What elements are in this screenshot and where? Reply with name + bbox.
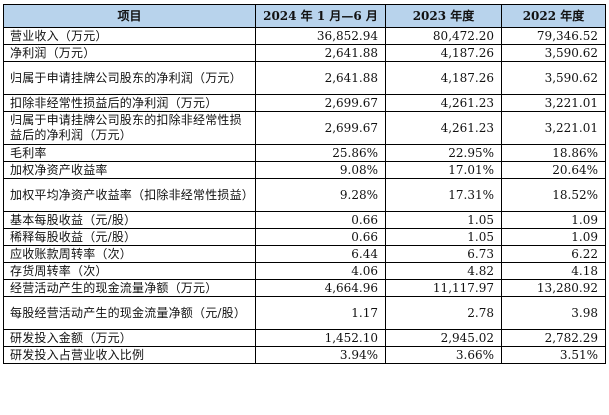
value-2024h1: 2,699.67: [255, 94, 386, 112]
value-2023: 4,187.26: [385, 44, 502, 62]
table-header: 项目 2024 年 1 月—6 月 2023 年度 2022 年度: [3, 4, 606, 28]
table-row: 研发投入占营业收入比例 3.94% 3.66% 3.51%: [3, 346, 606, 364]
value-2024h1: 9.28%: [255, 178, 386, 212]
row-label: 每股经营活动产生的现金流量净额（元/股）: [3, 296, 256, 330]
value-2022: 3.98: [501, 296, 606, 330]
financial-indicators-table-container: 项目 2024 年 1 月—6 月 2023 年度 2022 年度 营业收入（万…: [3, 4, 606, 364]
value-2024h1: 1,452.10: [255, 329, 386, 347]
row-label: 研发投入金额（万元）: [3, 329, 256, 347]
table-row: 营业收入（万元） 36,852.94 80,472.20 79,346.52: [3, 27, 606, 45]
value-2023: 80,472.20: [385, 27, 502, 45]
value-2022: 18.86%: [501, 144, 606, 162]
financial-indicators-table: 项目 2024 年 1 月—6 月 2023 年度 2022 年度 营业收入（万…: [3, 4, 606, 364]
value-2024h1: 2,641.88: [255, 61, 386, 95]
table-row: 存货周转率（次） 4.06 4.82 4.18: [3, 262, 606, 280]
table-row: 毛利率 25.86% 22.95% 18.86%: [3, 144, 606, 162]
value-2023: 17.01%: [385, 161, 502, 179]
row-label: 营业收入（万元）: [3, 27, 256, 45]
value-2023: 11,117.97: [385, 279, 502, 297]
value-2023: 4,187.26: [385, 61, 502, 95]
table-row: 经营活动产生的现金流量净额（万元） 4,664.96 11,117.97 13,280…: [3, 279, 606, 297]
header-row: 项目 2024 年 1 月—6 月 2023 年度 2022 年度: [3, 4, 606, 28]
value-2024h1: 1.17: [255, 296, 386, 330]
table-row: 加权净资产收益率 9.08% 17.01% 20.64%: [3, 161, 606, 179]
value-2024h1: 4.06: [255, 262, 386, 280]
table-row: 稀释每股收益（元/股） 0.66 1.05 1.09: [3, 228, 606, 246]
value-2022: 4.18: [501, 262, 606, 280]
value-2024h1: 6.44: [255, 245, 386, 263]
value-2023: 4.82: [385, 262, 502, 280]
table-row: 研发投入金额（万元） 1,452.10 2,945.02 2,782.29: [3, 329, 606, 347]
row-label: 归属于申请挂牌公司股东的净利润（万元）: [3, 61, 256, 95]
table-row: 每股经营活动产生的现金流量净额（元/股） 1.17 2.78 3.98: [3, 296, 606, 330]
table-row: 应收账款周转率（次） 6.44 6.73 6.22: [3, 245, 606, 263]
row-label: 加权平均净资产收益率（扣除非经常性损益）: [3, 178, 256, 212]
value-2022: 3,221.01: [501, 94, 606, 112]
value-2023: 1.05: [385, 228, 502, 246]
header-period-2022: 2022 年度: [501, 4, 606, 28]
value-2022: 79,346.52: [501, 27, 606, 45]
value-2023: 1.05: [385, 211, 502, 229]
value-2022: 3.51%: [501, 346, 606, 364]
value-2022: 20.64%: [501, 161, 606, 179]
value-2023: 4,261.23: [385, 111, 502, 145]
row-label: 加权净资产收益率: [3, 161, 256, 179]
value-2024h1: 9.08%: [255, 161, 386, 179]
table-body: 营业收入（万元） 36,852.94 80,472.20 79,346.52 净利润（万…: [3, 27, 606, 364]
table-row: 净利润（万元） 2,641.88 4,187.26 3,590.62: [3, 44, 606, 62]
row-label: 归属于申请挂牌公司股东的扣除非经常性损益后的净利润（万元）: [3, 111, 256, 145]
value-2024h1: 3.94%: [255, 346, 386, 364]
value-2024h1: 0.66: [255, 211, 386, 229]
value-2022: 13,280.92: [501, 279, 606, 297]
row-label: 净利润（万元）: [3, 44, 256, 62]
value-2024h1: 0.66: [255, 228, 386, 246]
value-2023: 3.66%: [385, 346, 502, 364]
header-period-2024h1: 2024 年 1 月—6 月: [255, 4, 386, 28]
value-2022: 3,221.01: [501, 111, 606, 145]
row-label: 稀释每股收益（元/股）: [3, 228, 256, 246]
value-2024h1: 25.86%: [255, 144, 386, 162]
value-2022: 2,782.29: [501, 329, 606, 347]
row-label: 扣除非经常性损益后的净利润（万元）: [3, 94, 256, 112]
value-2023: 4,261.23: [385, 94, 502, 112]
table-row: 基本每股收益（元/股） 0.66 1.05 1.09: [3, 211, 606, 229]
row-label: 应收账款周转率（次）: [3, 245, 256, 263]
row-label: 研发投入占营业收入比例: [3, 346, 256, 364]
row-label: 存货周转率（次）: [3, 262, 256, 280]
value-2022: 18.52%: [501, 178, 606, 212]
table-row: 归属于申请挂牌公司股东的净利润（万元） 2,641.88 4,187.26 3,590…: [3, 61, 606, 95]
value-2024h1: 36,852.94: [255, 27, 386, 45]
value-2023: 6.73: [385, 245, 502, 263]
value-2023: 2.78: [385, 296, 502, 330]
value-2023: 22.95%: [385, 144, 502, 162]
table-row: 加权平均净资产收益率（扣除非经常性损益） 9.28% 17.31% 18.52%: [3, 178, 606, 212]
value-2024h1: 4,664.96: [255, 279, 386, 297]
row-label: 经营活动产生的现金流量净额（万元）: [3, 279, 256, 297]
value-2022: 3,590.62: [501, 44, 606, 62]
value-2023: 17.31%: [385, 178, 502, 212]
table-row: 扣除非经常性损益后的净利润（万元） 2,699.67 4,261.23 3,221.0…: [3, 94, 606, 112]
value-2022: 1.09: [501, 211, 606, 229]
header-item: 项目: [3, 4, 256, 28]
header-period-2023: 2023 年度: [385, 4, 502, 28]
table-row: 归属于申请挂牌公司股东的扣除非经常性损益后的净利润（万元） 2,699.67 4,2…: [3, 111, 606, 145]
row-label: 毛利率: [3, 144, 256, 162]
value-2022: 1.09: [501, 228, 606, 246]
value-2024h1: 2,641.88: [255, 44, 386, 62]
value-2022: 3,590.62: [501, 61, 606, 95]
value-2023: 2,945.02: [385, 329, 502, 347]
value-2022: 6.22: [501, 245, 606, 263]
row-label: 基本每股收益（元/股）: [3, 211, 256, 229]
value-2024h1: 2,699.67: [255, 111, 386, 145]
